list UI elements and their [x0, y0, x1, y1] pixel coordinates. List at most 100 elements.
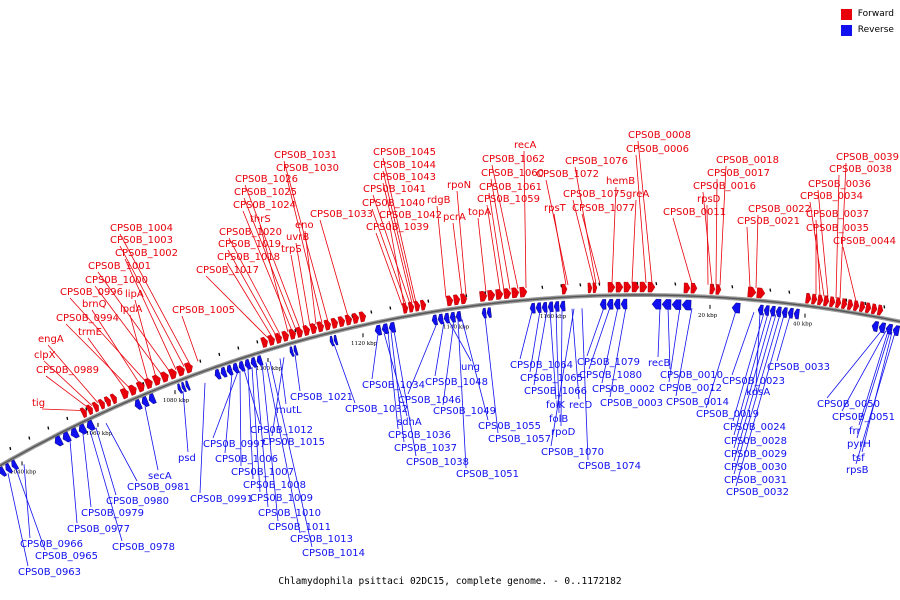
reverse-gene-arrow: [443, 312, 450, 324]
gene-label: CPS0B_0033: [767, 362, 830, 373]
gene-label: CPS0B_0019: [696, 409, 759, 420]
gene-label: CPS0B_1000: [85, 275, 148, 286]
gene-label: pyrH: [847, 439, 871, 450]
reverse-gene-arrow: [769, 305, 776, 317]
reverse-gene-arrow: [892, 325, 900, 337]
gene-label: CPS0B_0008: [628, 130, 691, 141]
forward-gene-arrow: [183, 362, 193, 374]
leader-line: [47, 344, 99, 404]
leader-line: [294, 354, 301, 392]
forward-gene-arrow: [358, 311, 367, 323]
gene-label: CPS0B_1043: [373, 172, 436, 183]
leader-line: [119, 233, 191, 365]
leader-line: [668, 307, 681, 383]
leader-line: [609, 307, 627, 398]
gene-label: CPS0B_0017: [707, 168, 770, 179]
reverse-gene-arrow: [244, 358, 252, 370]
leader-line: [490, 178, 511, 290]
forward-gene-arrow: [302, 324, 311, 336]
leader-line: [477, 217, 487, 293]
minor-tick: [598, 282, 601, 286]
leader-line: [43, 360, 93, 406]
gene-label: CPS0B_1059: [477, 194, 540, 205]
leader-line: [657, 307, 661, 358]
leader-line: [581, 308, 589, 461]
gene-label: thrS: [250, 214, 271, 225]
scale-tick-label: 1080 kbp: [163, 398, 190, 404]
forward-gene-arrow: [690, 282, 698, 294]
gene-label: CPS0B_0003: [600, 398, 663, 409]
leader-line: [205, 275, 269, 339]
forward-gene-arrow: [519, 286, 528, 298]
gene-label: CPS0B_1034: [362, 380, 425, 391]
leader-line: [572, 199, 595, 284]
minor-tick: [845, 298, 848, 302]
forward-gene-arrow: [103, 396, 111, 407]
reverse-gene-arrow: [547, 301, 554, 313]
gene-label: CPS0B_1037: [394, 443, 457, 454]
reverse-gene-arrow: [559, 300, 566, 312]
gene-label: CPS0B_0028: [724, 436, 787, 447]
gene-label: CPS0B_1032: [345, 404, 408, 415]
leader-line: [271, 357, 285, 437]
leader-line: [545, 179, 569, 286]
forward-gene-arrow: [631, 281, 640, 293]
leader-line: [586, 307, 605, 357]
gene-label: CPS0B_1076: [565, 156, 628, 167]
forward-gene-arrow: [829, 296, 836, 308]
leader-line: [672, 217, 693, 285]
forward-gene-arrow: [97, 398, 105, 410]
minor-tick: [28, 436, 31, 440]
leader-line: [461, 319, 489, 421]
leader-line: [809, 201, 825, 297]
minor-tick: [769, 288, 772, 292]
leader-line: [261, 363, 279, 522]
gene-label: CPS0B_0980: [106, 496, 169, 507]
gene-label: CPS0B_1055: [478, 421, 541, 432]
reverse-gene-arrow: [134, 398, 143, 410]
forward-gene-arrow: [487, 289, 496, 301]
gene-label: CPS0B_1065: [520, 373, 583, 384]
leader-line: [69, 440, 78, 524]
forward-gene-arrow: [623, 281, 632, 293]
gene-label: CPS0B_0011: [663, 207, 726, 218]
forward-gene-arrow: [323, 319, 332, 331]
leader-line: [69, 297, 147, 383]
reverse-gene-arrow: [871, 321, 880, 332]
legend: Forward Reverse: [840, 6, 894, 38]
leader-line: [452, 222, 463, 296]
leader-line: [588, 307, 611, 370]
forward-gene-arrow: [587, 282, 593, 294]
gene-label: brnQ: [82, 299, 107, 310]
leader-line: [134, 299, 157, 378]
minor-tick: [427, 299, 430, 303]
reverse-gene-arrow: [486, 307, 492, 318]
gene-label: CPS0B_0012: [659, 383, 722, 394]
forward-gene-arrow: [413, 300, 421, 312]
scale-tick-label: 1120 kbp: [351, 341, 378, 347]
leader-line: [553, 213, 567, 286]
leader-line: [382, 170, 415, 304]
leader-line: [129, 314, 149, 382]
reverse-gene-arrow: [878, 322, 887, 334]
leader-line: [393, 330, 417, 457]
leader-line: [304, 230, 317, 325]
gene-label: CPS0B_1044: [373, 160, 436, 171]
forward-gene-arrow: [167, 368, 177, 380]
gene-label: CPS0B_1051: [456, 469, 519, 480]
leader-line: [839, 162, 847, 299]
gene-label: CPS0B_1046: [398, 395, 461, 406]
reverse-gene-arrow: [437, 313, 444, 325]
forward-gene-arrow: [639, 281, 648, 293]
gene-label: CPS0B_1013: [290, 534, 353, 545]
gene-label: recD: [569, 400, 593, 411]
forward-gene-arrow: [615, 281, 624, 293]
minor-tick: [85, 407, 88, 411]
leader-line: [842, 246, 857, 302]
gene-label: CPS0B_0965: [35, 551, 98, 562]
leader-line: [375, 232, 403, 306]
gene-label: CPS0B_0014: [666, 397, 729, 408]
leader-line: [436, 205, 447, 298]
leader-line: [835, 174, 840, 299]
forward-gene-arrow: [503, 288, 512, 299]
